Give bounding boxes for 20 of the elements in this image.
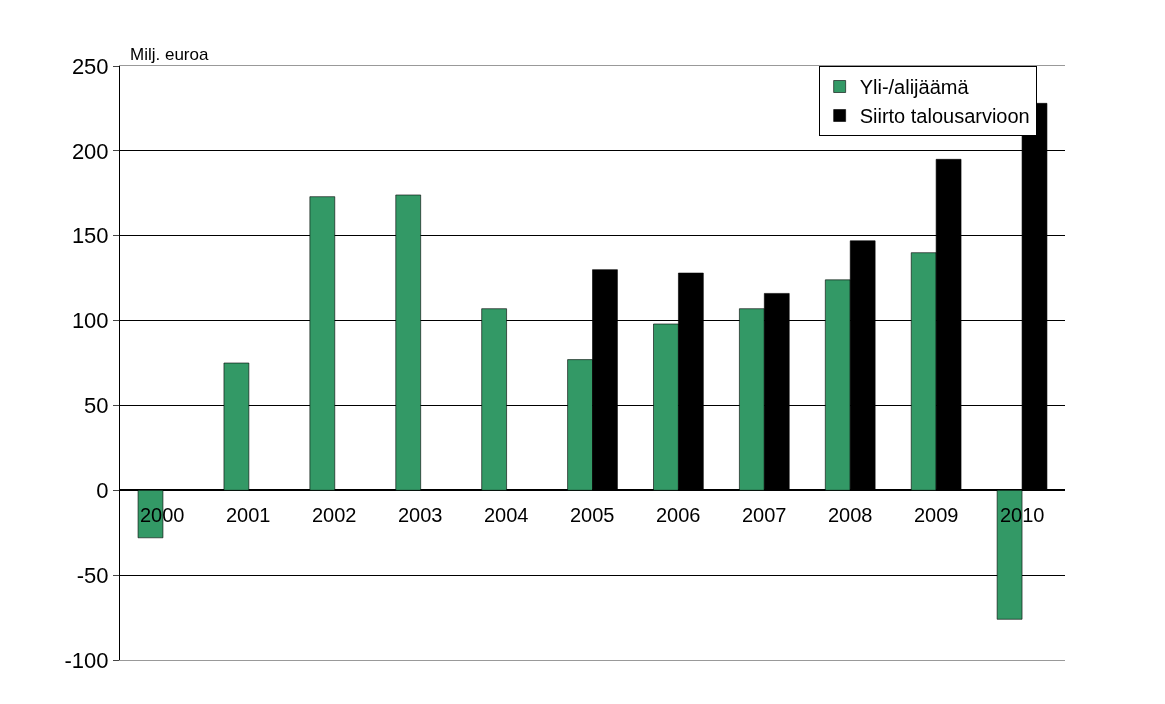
y-tick-label: -50	[76, 562, 109, 588]
x-tick-label: 2006	[656, 504, 701, 526]
y-tick-label: 50	[84, 393, 109, 419]
y-axis-title: Milj. euroa	[130, 45, 209, 64]
y-tick-label: 250	[71, 53, 109, 79]
x-tick-label: 2004	[484, 504, 529, 526]
y-tick-label: 0	[96, 477, 109, 503]
y-tick-label: -100	[64, 647, 109, 673]
x-tick-label: 2005	[570, 504, 615, 526]
x-tick-label: 2009	[914, 504, 959, 526]
x-tick-label: 2002	[312, 504, 357, 526]
x-tick-label: 2001	[226, 504, 271, 526]
x-tick-label: 2003	[398, 504, 443, 526]
x-tick-label: 2008	[828, 504, 873, 526]
y-tick-label: 150	[71, 223, 109, 249]
x-tick-label: 2007	[742, 504, 787, 526]
legend-label: Siirto talousarvioon	[859, 105, 1030, 128]
y-tick-label: 200	[71, 138, 109, 164]
y-tick-label: 100	[71, 308, 109, 334]
legend-label: Yli-/alijäämä	[859, 76, 970, 99]
